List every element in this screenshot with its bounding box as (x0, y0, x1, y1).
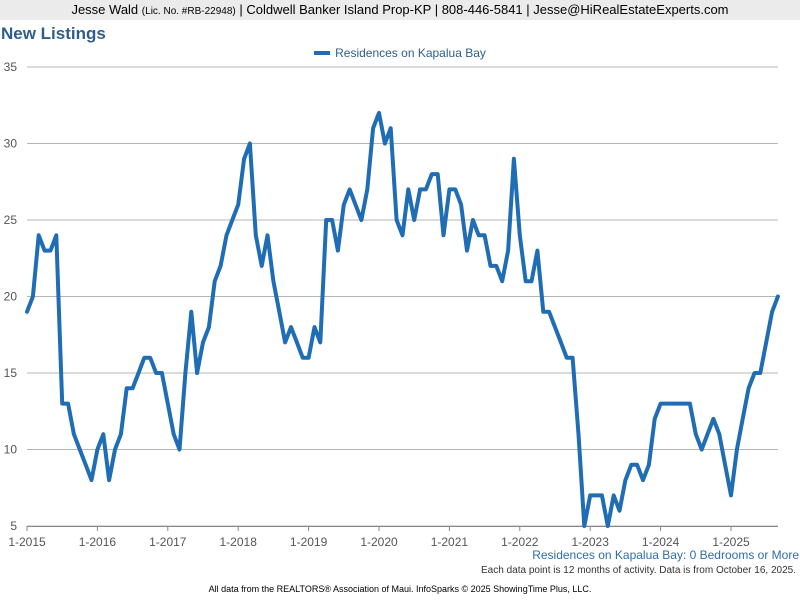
y-tick-label: 35 (4, 60, 18, 74)
x-tick-label: 1-2020 (360, 535, 398, 549)
series-line[interactable] (25, 110, 780, 528)
x-tick-label: 1-2015 (8, 535, 46, 549)
x-tick-label: 1-2016 (79, 535, 117, 549)
y-tick-label: 30 (4, 137, 18, 151)
grid-lines (27, 66, 778, 527)
agent-contact: | Coldwell Banker Island Prop-KP | 808-4… (239, 2, 729, 17)
chart-subtitle: Residences on Kapalua Bay: 0 Bedrooms or… (532, 548, 799, 562)
agent-header: Jesse Wald (Lic. No. #RB-22948) | Coldwe… (0, 0, 800, 20)
footer-credit: All data from the REALTORS® Association … (208, 584, 592, 594)
y-tick-label: 10 (4, 443, 18, 457)
x-tick-label: 1-2017 (149, 535, 187, 549)
y-axis-ticks: 5 10 15 20 25 30 35 (4, 60, 18, 533)
chart-legend[interactable]: Residences on Kapalua Bay (0, 46, 800, 60)
x-tick-label: 1-2018 (220, 535, 258, 549)
series-group (25, 110, 780, 528)
y-tick-label: 20 (4, 290, 18, 304)
y-tick-label: 5 (10, 519, 17, 533)
x-tick-label: 1-2024 (642, 535, 680, 549)
y-tick-label: 15 (4, 366, 18, 380)
legend-swatch (314, 50, 331, 55)
y-tick-label: 25 (4, 213, 18, 227)
x-tick-label: 1-2025 (712, 535, 750, 549)
x-axis-ticks: 1-2015 1-2016 1-2017 1-2018 1-2019 1-2020 1-20… (8, 526, 778, 549)
x-tick-label: 1-2019 (290, 535, 328, 549)
agent-license: (Lic. No. #RB-22948) (141, 6, 236, 17)
data-note: Each data point is 12 months of activity… (481, 565, 796, 576)
legend-label: Residences on Kapalua Bay (335, 46, 486, 60)
x-tick-label: 1-2023 (572, 535, 610, 549)
chart-title: New Listings (1, 24, 106, 43)
x-tick-label: 1-2021 (431, 535, 469, 549)
agent-name: Jesse Wald (71, 2, 139, 17)
x-tick-label: 1-2022 (501, 535, 539, 549)
